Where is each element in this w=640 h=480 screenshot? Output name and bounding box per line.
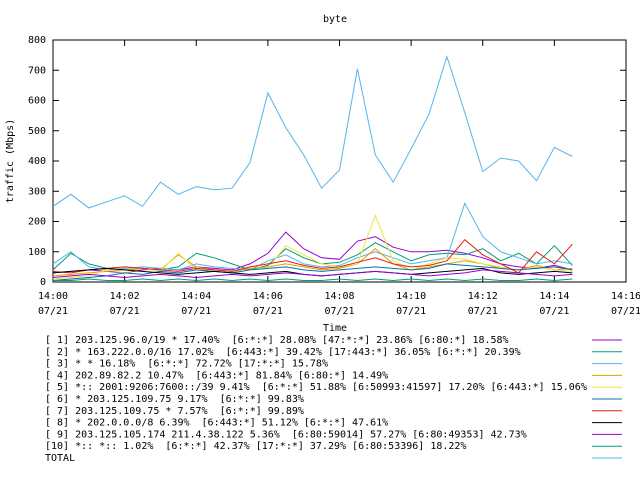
y-tick-label: 100 [28, 247, 46, 258]
x-tick-label: 14:02 [110, 291, 140, 302]
x-axis-label: Time [323, 323, 347, 334]
x-tick-date: 07/21 [253, 306, 283, 317]
legend-label: [10] *:: *:: 1.02% [6:*:*] 42.37% [17:*:… [45, 441, 466, 452]
x-tick-date: 07/21 [38, 306, 68, 317]
x-tick-label: 14:06 [253, 291, 283, 302]
x-tick-date: 07/21 [611, 306, 640, 317]
x-tick-date: 07/21 [539, 306, 569, 317]
x-tick-label: 14:00 [38, 291, 68, 302]
y-tick-label: 600 [28, 96, 46, 107]
legend-label: TOTAL [45, 453, 75, 464]
series-line [52, 213, 573, 280]
y-tick-label: 300 [28, 186, 46, 197]
series-line [52, 263, 573, 281]
x-tick-label: 14:10 [396, 291, 426, 302]
series-line [52, 231, 573, 274]
y-tick-label: 700 [28, 65, 46, 76]
x-tick-label: 14:08 [324, 291, 354, 302]
x-tick-label: 14:14 [539, 291, 569, 302]
chart-title: byte [323, 14, 347, 25]
legend-label: [ 2] * 163.222.0.0/16 17.02% [6:443:*] 3… [45, 347, 521, 358]
x-tick-date: 07/21 [110, 306, 140, 317]
plot-frame [52, 39, 627, 283]
series-line [53, 278, 573, 282]
series-line [52, 238, 573, 274]
legend-label: [ 7] 203.125.109.75 * 7.57% [6:*:*] 99.8… [45, 406, 304, 417]
y-tick-label: 0 [40, 277, 46, 288]
series-line [52, 269, 573, 279]
y-tick-label: 200 [28, 217, 46, 228]
y-tick-label: 800 [28, 35, 46, 46]
x-tick-label: 14:12 [468, 291, 498, 302]
x-tick-date: 07/21 [324, 306, 354, 317]
legend-label: [ 8] * 202.0.0.0/8 6.39% [6:443:*] 51.12… [45, 418, 388, 429]
legend-label: [ 6] * 203.125.109.75 9.17% [6:*:*] 99.8… [45, 394, 304, 405]
y-tick-label: 400 [28, 156, 46, 167]
y-axis-label: traffic (Mbps) [5, 119, 16, 203]
x-tick-label: 14:16 [611, 291, 640, 302]
legend-label: [ 5] *:: 2001:9206:7600::/39 9.41% [6:*:… [45, 382, 587, 393]
series-line [52, 202, 573, 271]
legend-label: [ 9] 203.125.105.174 211.4.38.122 5.36% … [45, 429, 527, 440]
x-tick-date: 07/21 [396, 306, 426, 317]
x-tick-date: 07/21 [181, 306, 211, 317]
series-line [52, 54, 573, 209]
x-tick-label: 14:04 [181, 291, 211, 302]
legend-label: [ 3] * * 16.18% [6:*:*] 72.72% [17:*:*] … [45, 359, 328, 370]
x-tick-date: 07/21 [468, 306, 498, 317]
legend-label: [ 1] 203.125.96.0/19 * 17.40% [6:*:*] 28… [45, 335, 509, 346]
legend-label: [ 4] 202.89.82.2 10.47% [6:443:*] 81.84%… [45, 370, 388, 381]
y-tick-label: 500 [28, 126, 46, 137]
